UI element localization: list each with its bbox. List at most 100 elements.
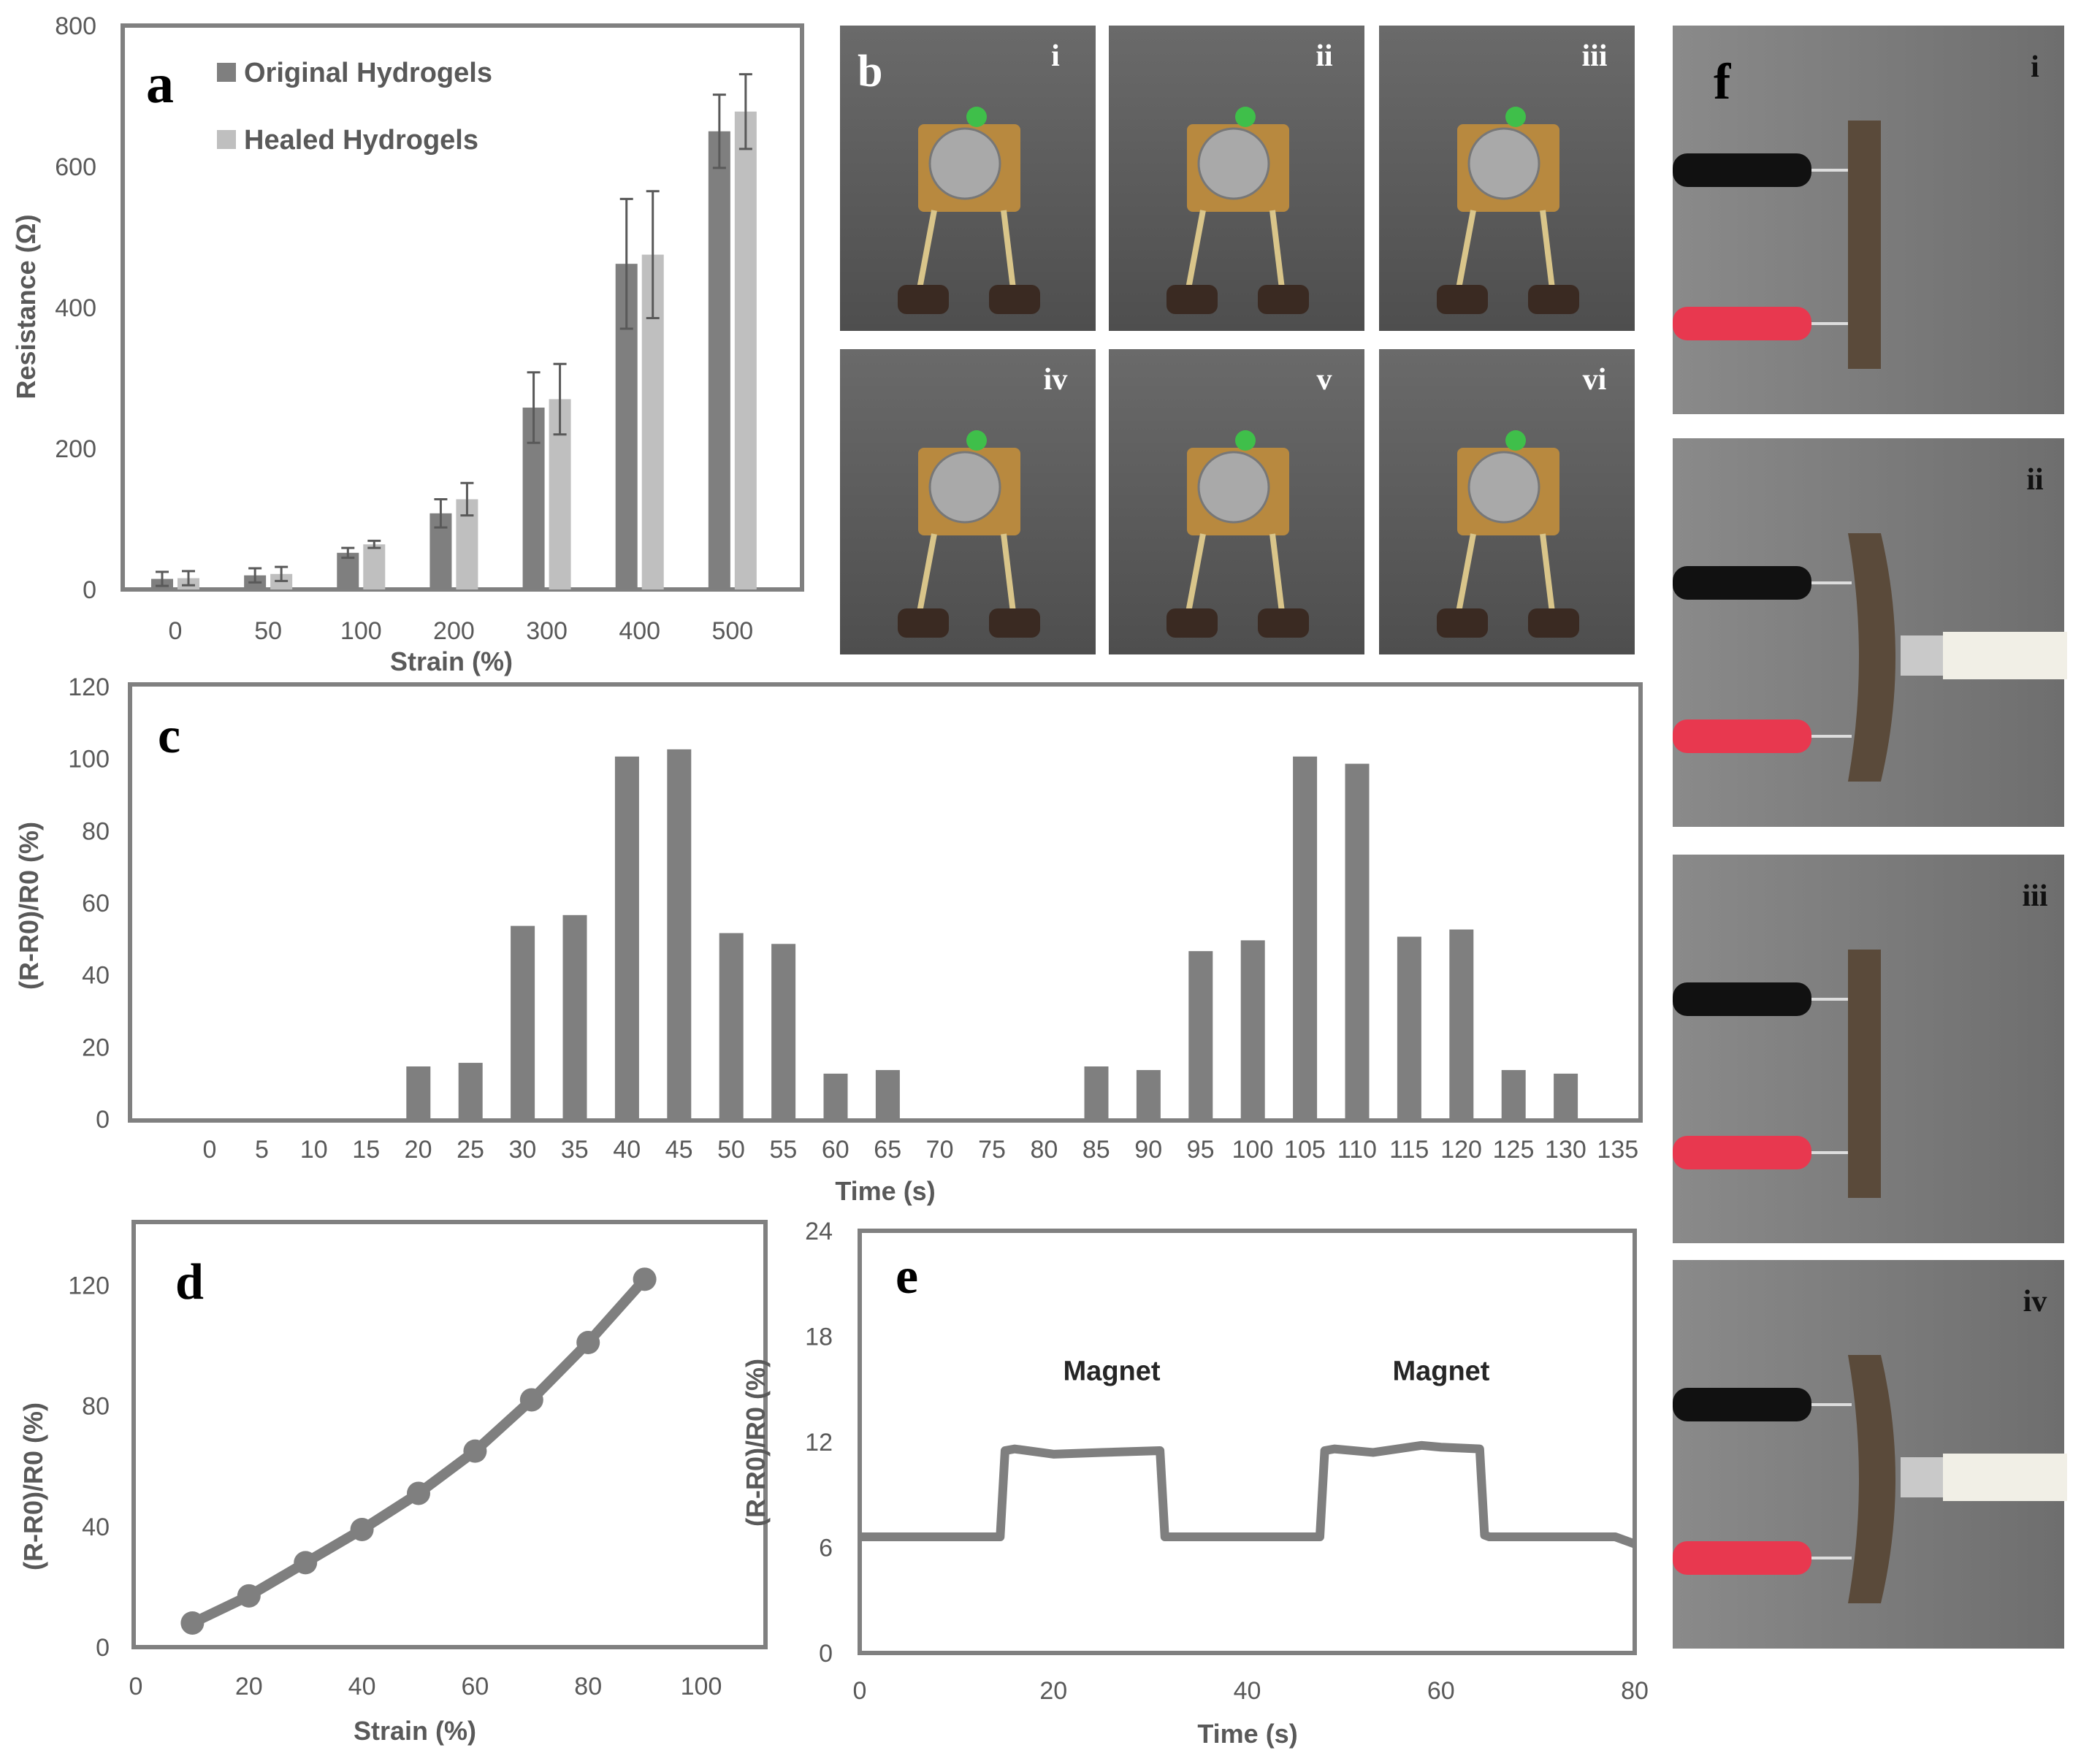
x-tick-label: 65 <box>874 1136 901 1164</box>
x-axis-label-c: Time (s) <box>835 1176 935 1206</box>
y-tick-label: 20 <box>82 1034 110 1061</box>
bar <box>1084 1066 1109 1120</box>
panel-label-c: c <box>158 708 180 764</box>
coin-battery <box>1467 127 1540 200</box>
photo-label: i <box>2031 50 2039 84</box>
y-tick-label: 60 <box>82 890 110 917</box>
led-green <box>966 430 987 451</box>
x-tick-label: 75 <box>978 1136 1006 1164</box>
hydrogel-piece <box>1528 285 1579 314</box>
bar-original <box>337 552 359 589</box>
photo-label: iii <box>2022 879 2047 913</box>
x-tick-label: 100 <box>1232 1136 1274 1164</box>
bar <box>562 915 587 1120</box>
y-tick-label: 6 <box>819 1535 833 1562</box>
x-tick-label: 400 <box>619 617 660 645</box>
x-axis-label-a: Strain (%) <box>390 646 513 676</box>
x-tick-label: 120 <box>1440 1136 1482 1164</box>
hydrogel-strip <box>1848 533 1895 782</box>
x-tick-label: 60 <box>1427 1677 1455 1705</box>
photo-f-i: i <box>1673 26 2064 414</box>
panel-label-a: a <box>146 53 174 115</box>
wire <box>1540 533 1555 613</box>
y-tick-label: 80 <box>82 1393 110 1421</box>
red-probe <box>1673 719 1811 753</box>
x-tick-label: 15 <box>352 1136 380 1164</box>
photo-label: vi <box>1583 363 1607 397</box>
coin-battery <box>928 451 1001 524</box>
black-probe <box>1673 982 1811 1016</box>
x-tick-label: 10 <box>300 1136 328 1164</box>
data-point <box>180 1611 205 1635</box>
x-tick-label: 130 <box>1545 1136 1586 1164</box>
coin-battery <box>1467 451 1540 524</box>
photo-b-vi: vi <box>1379 349 1635 654</box>
photo-label: i <box>1051 39 1060 73</box>
photo-f-iv: iv <box>1673 1260 2067 1649</box>
x-tick-label: 20 <box>1039 1677 1067 1705</box>
y-tick-label: 24 <box>805 1218 833 1245</box>
x-tick-label: 135 <box>1597 1136 1638 1164</box>
data-point <box>294 1551 318 1575</box>
hydrogel-piece <box>898 608 949 638</box>
led-green <box>1235 430 1256 451</box>
bar <box>1136 1069 1161 1120</box>
photo-b-i: i <box>840 26 1096 331</box>
legend-swatch-healed <box>217 130 236 149</box>
y-tick-label: 40 <box>82 1513 110 1541</box>
x-tick-label: 85 <box>1082 1136 1110 1164</box>
bar <box>875 1069 900 1120</box>
x-tick-label: 40 <box>348 1673 376 1700</box>
photo-label: iii <box>1581 39 1607 73</box>
hydrogel-piece <box>989 608 1040 638</box>
x-tick-label: 0 <box>129 1673 143 1700</box>
wire <box>1001 210 1016 289</box>
y-tick-label: 12 <box>805 1429 833 1456</box>
coin-battery <box>1197 127 1270 200</box>
legend-label-original: Original Hydrogels <box>244 58 492 88</box>
coin-battery <box>928 127 1001 200</box>
panel-e: Magnet Magnet 0 6 12 18 24 0 20 40 60 80 Time (s)… <box>741 1218 1649 1749</box>
panel-a: 0 200 400 600 800 0 50 100 200 300 400 500 Strain … <box>11 12 804 676</box>
wire <box>1456 533 1476 613</box>
photo-b-iii: iii <box>1379 26 1635 331</box>
magnet <box>1901 635 1944 676</box>
bar <box>1554 1073 1578 1120</box>
black-probe <box>1673 1388 1811 1421</box>
x-tick-label: 500 <box>711 617 753 645</box>
bar <box>1397 936 1421 1120</box>
panel-c: 0 20 40 60 80 100 120 0 5 10 15 20 25 30 35 40 45 50 55 60… <box>14 673 1643 1206</box>
y-tick-label: 0 <box>96 1634 110 1662</box>
x-tick-label: 60 <box>461 1673 489 1700</box>
bar <box>667 749 692 1120</box>
y-tick-label: 40 <box>82 962 110 990</box>
wire <box>1185 210 1206 289</box>
wire <box>1456 210 1476 289</box>
data-line <box>860 1440 1637 1549</box>
bar-original <box>708 131 730 589</box>
magnet-holder <box>1943 632 2067 679</box>
hydrogel-piece <box>1258 285 1309 314</box>
x-tick-label: 100 <box>340 617 382 645</box>
wire <box>1185 533 1206 613</box>
hydrogel-piece <box>1528 608 1579 638</box>
x-tick-label: 60 <box>822 1136 849 1164</box>
data-point <box>237 1584 261 1608</box>
photo-b-ii: ii <box>1109 26 1364 331</box>
hydrogel-piece <box>989 285 1040 314</box>
x-tick-label: 25 <box>457 1136 484 1164</box>
hydrogel-piece <box>1166 608 1218 638</box>
wire <box>1269 533 1285 613</box>
data-point <box>463 1439 487 1463</box>
black-probe <box>1673 153 1811 187</box>
wire <box>917 533 937 613</box>
bar <box>1345 763 1370 1120</box>
y-axis-label-a: Resistance (Ω) <box>11 215 41 400</box>
panel-label-d: d <box>175 1254 204 1310</box>
y-tick-label: 0 <box>96 1106 110 1134</box>
bar-healed <box>734 111 757 590</box>
bar-healed <box>363 544 386 589</box>
wire <box>1540 210 1555 289</box>
data-point <box>350 1517 374 1541</box>
hydrogel-piece <box>1437 285 1488 314</box>
